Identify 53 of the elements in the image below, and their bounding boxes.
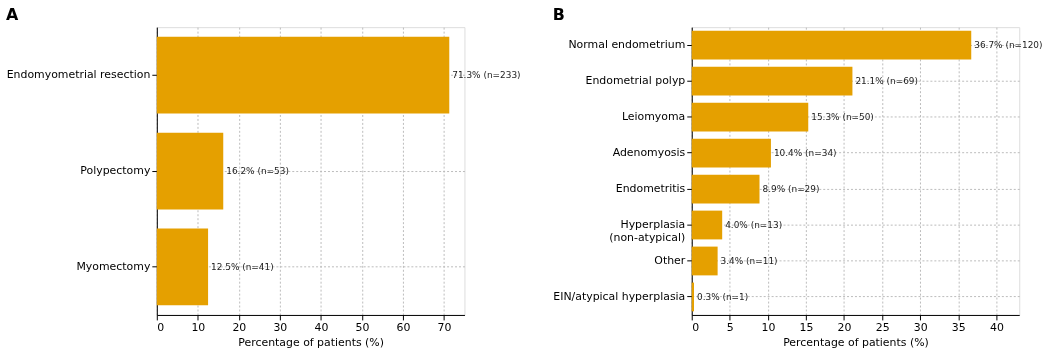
data-label: 16.2% (n=53) bbox=[226, 166, 289, 177]
x-tick-label: 20 bbox=[837, 321, 852, 335]
bar bbox=[156, 228, 209, 306]
bar bbox=[691, 66, 853, 96]
text: B bbox=[552, 5, 565, 25]
y-tick-label: Normal endometrium bbox=[568, 38, 686, 52]
y-tick-label: Hyperplasia (non-atypical) bbox=[609, 217, 686, 244]
data-label: 36.7% (n=120) bbox=[974, 40, 1043, 51]
x-tick-label: 35 bbox=[951, 321, 966, 335]
data-label: 0.3% (n=1) bbox=[696, 291, 749, 302]
y-tick-label: Leiomyoma bbox=[621, 110, 686, 124]
bar bbox=[156, 36, 450, 114]
x-tick-label: 25 bbox=[875, 321, 890, 335]
bar bbox=[691, 174, 760, 204]
data-label: 10.4% (n=34) bbox=[773, 148, 837, 159]
y-tick-label: Other bbox=[654, 253, 686, 267]
data-label: 21.1% (n=69) bbox=[855, 76, 919, 87]
y-tick-label: Myomectomy bbox=[76, 259, 151, 273]
x-axis-title: Percentage of patients (%) bbox=[783, 336, 929, 350]
x-tick-label: 40 bbox=[314, 321, 329, 335]
x-tick-label: 40 bbox=[989, 321, 1004, 335]
y-tick-label: Polypectomy bbox=[80, 164, 151, 178]
x-tick-label: 70 bbox=[437, 321, 452, 335]
data-label: 3.4% (n=11) bbox=[720, 255, 778, 266]
data-label: 71.3% (n=233) bbox=[452, 70, 521, 81]
bar bbox=[691, 30, 972, 60]
x-tick-label: 30 bbox=[913, 321, 928, 335]
x-tick-label: 5 bbox=[726, 321, 734, 335]
bar bbox=[691, 210, 723, 240]
y-tick-label: EIN/atypical hyperplasia bbox=[553, 289, 686, 303]
x-tick-label: 30 bbox=[273, 321, 288, 335]
x-tick-label: 0 bbox=[692, 321, 700, 335]
bar bbox=[691, 138, 771, 168]
x-tick-label: 0 bbox=[157, 321, 165, 335]
bar bbox=[691, 246, 718, 276]
x-tick-label: 15 bbox=[799, 321, 814, 335]
x-tick-label: 10 bbox=[191, 321, 206, 335]
x-axis-title: Percentage of patients (%) bbox=[238, 336, 384, 350]
x-tick-label: 50 bbox=[355, 321, 370, 335]
y-tick-label: Endomyometrial resection bbox=[6, 68, 151, 82]
bar bbox=[156, 132, 224, 210]
x-tick-label: 10 bbox=[761, 321, 776, 335]
data-label: 12.5% (n=41) bbox=[211, 261, 274, 272]
x-tick-label: 60 bbox=[396, 321, 411, 335]
y-tick-label: Adenomyosis bbox=[612, 146, 686, 160]
bar bbox=[691, 102, 809, 132]
y-tick-label: Endometritis bbox=[615, 182, 686, 196]
data-label: 15.3% (n=50) bbox=[811, 112, 874, 123]
data-label: 4.0% (n=13) bbox=[725, 219, 783, 230]
data-label: 8.9% (n=29) bbox=[762, 184, 820, 195]
y-tick-label: Endometrial polyp bbox=[585, 74, 686, 88]
text: A bbox=[6, 5, 20, 25]
x-tick-label: 20 bbox=[232, 321, 247, 335]
